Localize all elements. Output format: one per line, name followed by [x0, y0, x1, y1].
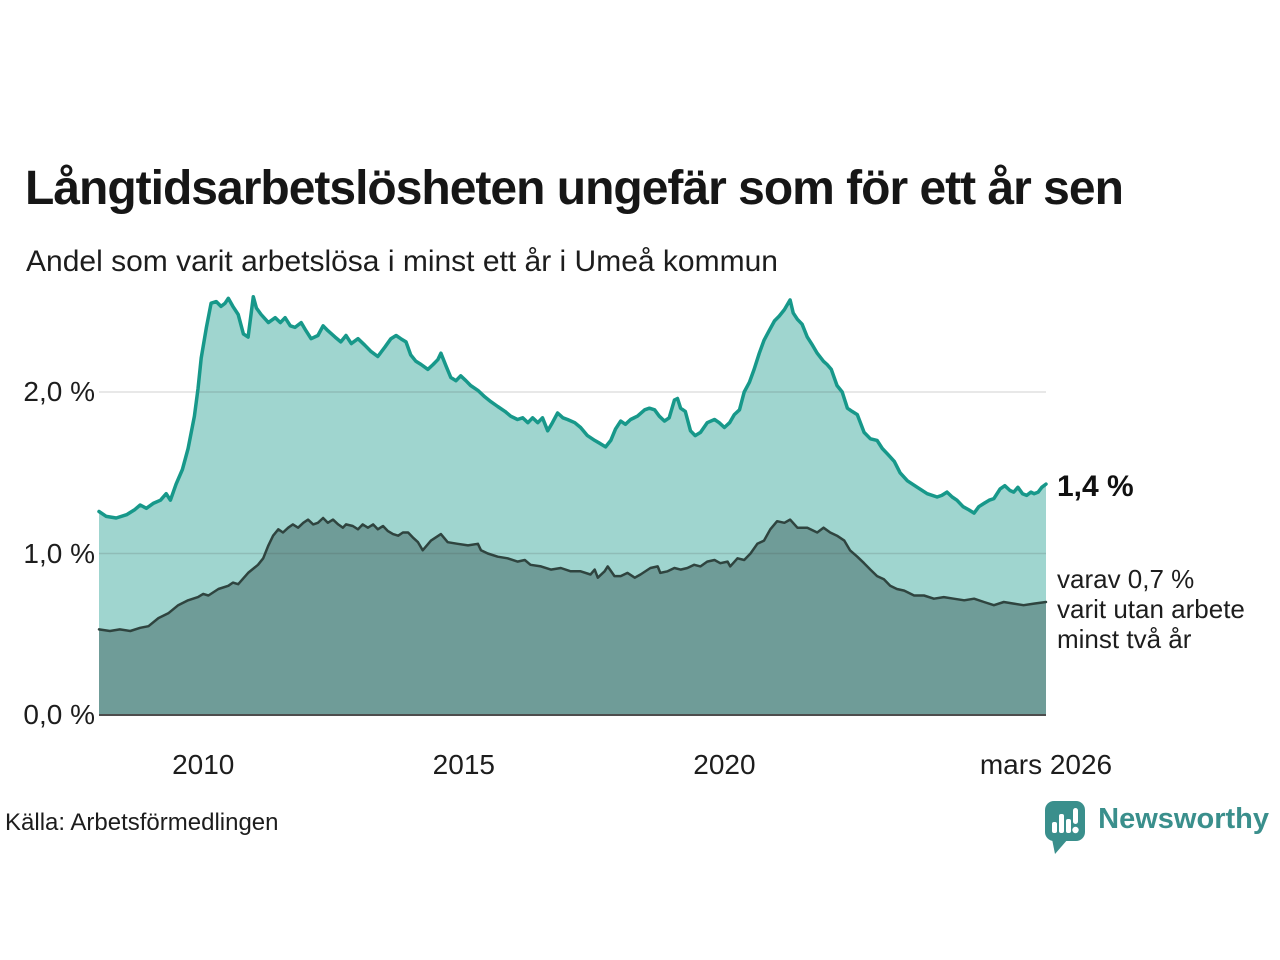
page-title: Långtidsarbetslösheten ungefär som för e…	[25, 162, 1124, 216]
y-tick-label: 2,0 %	[23, 376, 95, 407]
subset-annotation-line1: varav 0,7 %	[1057, 564, 1195, 594]
source-credit: Källa: Arbetsförmedlingen	[5, 809, 279, 836]
series-area-1	[99, 518, 1046, 715]
y-tick-label: 0,0 %	[23, 699, 95, 730]
subset-annotation-line3: minst två år	[1057, 624, 1192, 654]
chart-subtitle: Andel som varit arbetslösa i minst ett å…	[26, 245, 778, 278]
x-tick-label: 2015	[432, 749, 495, 780]
y-tick-label: 1,0 %	[23, 537, 95, 569]
x-tick-label: 2020	[693, 749, 756, 780]
newsworthy-logo: Newsworthy	[1043, 799, 1269, 855]
newsworthy-wordmark: Newsworthy	[1098, 803, 1269, 835]
bar-chart-speech-bubble-icon	[1045, 801, 1086, 854]
x-tick-label: 2010	[172, 749, 235, 780]
x-tick-label: mars 2026	[979, 749, 1113, 780]
subset-annotation-line2: varit utan arbete	[1057, 594, 1245, 624]
latest-value-annotation: 1,4 %	[1057, 470, 1134, 503]
series-line-1	[97, 516, 1048, 633]
series-line-0	[97, 294, 1048, 520]
subset-annotation: varav 0,7 % varit utan arbete minst två …	[1057, 564, 1245, 654]
